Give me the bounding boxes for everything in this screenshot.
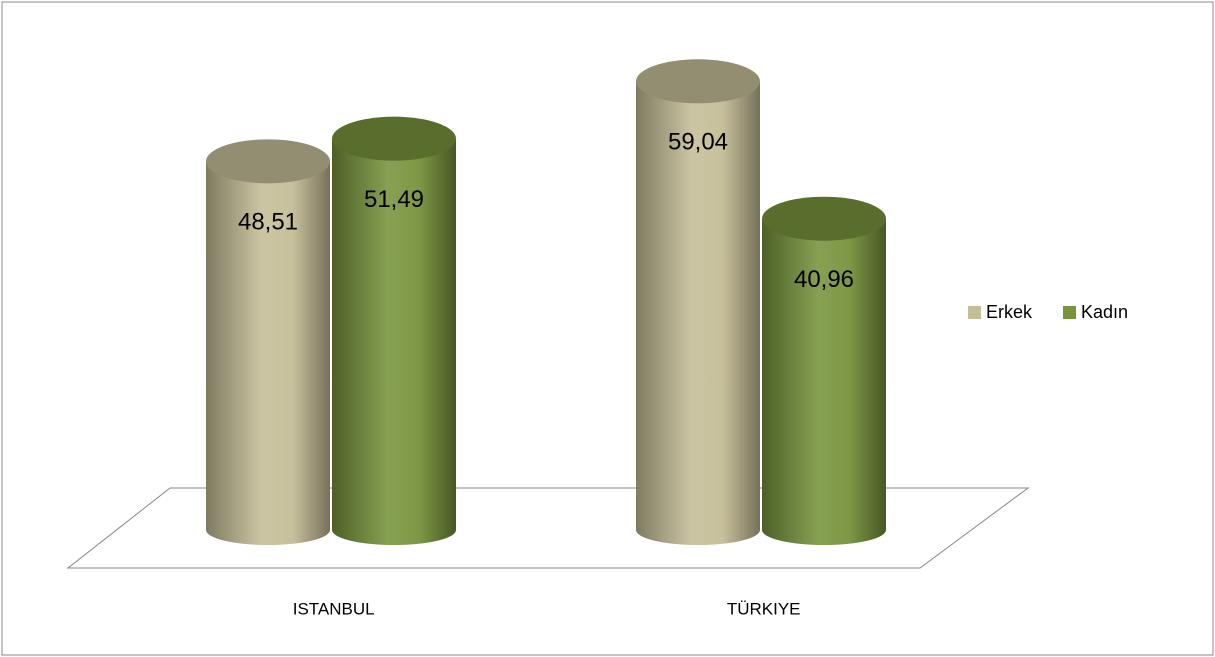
cylinder-top	[332, 116, 456, 161]
cylinder-top	[762, 196, 886, 241]
cylinder-top	[636, 59, 760, 104]
cylinder-body	[636, 81, 760, 546]
value-label: 48,51	[238, 209, 298, 236]
cylinder-body	[206, 161, 330, 545]
cylinder-body	[332, 138, 456, 545]
x-tick-label: ISTANBUL	[293, 599, 375, 618]
legend-swatch	[968, 306, 981, 319]
x-tick-label: TÜRKIYE	[727, 599, 801, 618]
legend-swatch	[1063, 306, 1076, 319]
value-label: 40,96	[794, 266, 854, 293]
cylinder-body	[762, 218, 886, 546]
legend-label: Erkek	[986, 302, 1033, 322]
cylinder-top	[206, 139, 330, 184]
value-label: 59,04	[668, 129, 728, 156]
value-label: 51,49	[364, 186, 424, 213]
legend-label: Kadın	[1081, 302, 1128, 322]
